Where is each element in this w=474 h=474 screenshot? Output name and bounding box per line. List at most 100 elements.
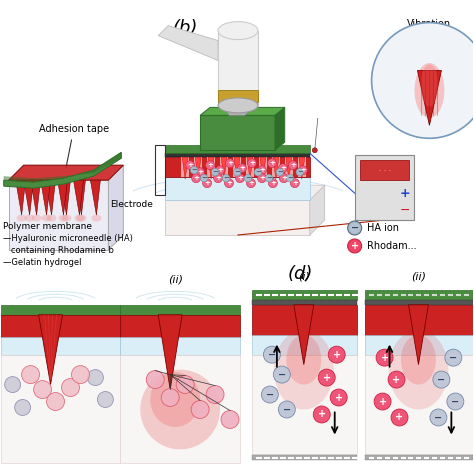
- Circle shape: [15, 400, 31, 416]
- Text: (b): (b): [173, 18, 198, 36]
- Polygon shape: [73, 180, 83, 215]
- Circle shape: [146, 371, 164, 389]
- Bar: [165, 153, 310, 157]
- Text: +: +: [333, 350, 341, 360]
- Bar: [218, 91, 258, 102]
- Polygon shape: [294, 305, 314, 365]
- Bar: [360, 160, 410, 180]
- Circle shape: [22, 365, 40, 383]
- Circle shape: [216, 166, 225, 175]
- Ellipse shape: [218, 22, 258, 40]
- Polygon shape: [61, 180, 71, 215]
- Circle shape: [206, 161, 215, 170]
- Circle shape: [372, 23, 474, 138]
- Ellipse shape: [42, 215, 52, 221]
- Circle shape: [196, 168, 205, 177]
- Text: +: +: [381, 353, 389, 363]
- Text: +: +: [281, 175, 287, 181]
- Text: −: −: [223, 175, 229, 181]
- Polygon shape: [275, 108, 285, 150]
- Text: Rhodam...: Rhodam...: [366, 241, 416, 251]
- Polygon shape: [91, 180, 100, 215]
- Bar: [165, 177, 310, 200]
- Circle shape: [286, 174, 293, 182]
- Text: Vibration: Vibration: [407, 18, 452, 28]
- Text: +: +: [351, 241, 359, 251]
- Text: −: −: [434, 412, 442, 422]
- Circle shape: [254, 168, 262, 176]
- Bar: [181, 157, 189, 177]
- Polygon shape: [226, 110, 250, 115]
- Text: +: +: [280, 165, 286, 171]
- Bar: [355, 155, 414, 220]
- Polygon shape: [41, 180, 51, 215]
- Circle shape: [214, 173, 222, 182]
- Polygon shape: [57, 180, 67, 215]
- Bar: [155, 145, 165, 195]
- Ellipse shape: [140, 370, 220, 449]
- Text: Adhesion tape: Adhesion tape: [38, 124, 109, 167]
- Bar: [120, 355, 240, 463]
- Text: +: +: [259, 167, 265, 173]
- Bar: [0, 315, 120, 337]
- Ellipse shape: [414, 63, 445, 118]
- Circle shape: [267, 159, 276, 168]
- Text: +: +: [259, 175, 265, 181]
- Circle shape: [268, 179, 277, 188]
- Text: (ii): (ii): [168, 275, 182, 285]
- Ellipse shape: [389, 330, 448, 410]
- Polygon shape: [4, 152, 121, 182]
- Bar: [365, 456, 474, 460]
- Text: −: −: [201, 175, 207, 181]
- Circle shape: [233, 168, 241, 176]
- Ellipse shape: [218, 98, 258, 113]
- Text: +: +: [300, 167, 306, 173]
- Polygon shape: [234, 157, 240, 179]
- Circle shape: [273, 366, 291, 383]
- Circle shape: [279, 173, 288, 182]
- Bar: [365, 300, 474, 305]
- Text: (ii): (ii): [411, 272, 426, 282]
- Polygon shape: [418, 71, 441, 125]
- Ellipse shape: [91, 215, 101, 221]
- Polygon shape: [158, 315, 182, 390]
- Text: −: −: [287, 175, 293, 181]
- Ellipse shape: [274, 330, 334, 410]
- Bar: [194, 157, 202, 177]
- Text: +: +: [207, 162, 213, 168]
- Text: +: +: [392, 374, 401, 384]
- Circle shape: [433, 371, 450, 388]
- Polygon shape: [4, 152, 121, 188]
- Polygon shape: [208, 157, 214, 179]
- Text: +: +: [399, 187, 410, 200]
- Ellipse shape: [76, 215, 86, 221]
- Circle shape: [5, 376, 21, 392]
- Text: −: −: [255, 169, 261, 175]
- Bar: [165, 157, 310, 177]
- Bar: [285, 157, 293, 177]
- Bar: [365, 305, 474, 335]
- Circle shape: [291, 179, 299, 188]
- Bar: [365, 355, 474, 455]
- Circle shape: [244, 174, 252, 182]
- Polygon shape: [260, 157, 266, 179]
- Text: (i): (i): [298, 272, 310, 282]
- Bar: [365, 335, 474, 355]
- Bar: [252, 290, 356, 300]
- Text: +: +: [187, 162, 193, 168]
- Bar: [0, 305, 120, 315]
- Text: +: +: [379, 397, 387, 407]
- Circle shape: [237, 164, 246, 173]
- Polygon shape: [195, 157, 201, 179]
- Polygon shape: [158, 26, 218, 61]
- Ellipse shape: [32, 215, 42, 221]
- Circle shape: [62, 379, 80, 397]
- Bar: [0, 337, 120, 355]
- Circle shape: [226, 159, 235, 168]
- Circle shape: [225, 179, 234, 188]
- Circle shape: [391, 409, 408, 426]
- Ellipse shape: [17, 215, 27, 221]
- Text: −: −: [283, 404, 291, 414]
- Circle shape: [72, 365, 90, 383]
- Circle shape: [330, 389, 347, 406]
